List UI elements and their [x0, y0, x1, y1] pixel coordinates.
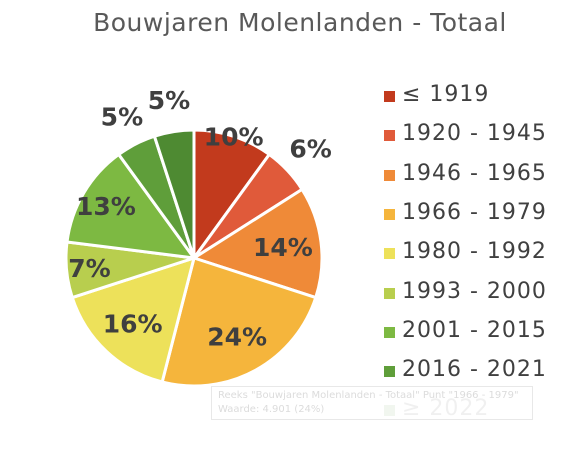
data-label-2001-2015: 13% — [76, 192, 136, 221]
data-label-1980-1992: 16% — [103, 309, 163, 338]
pie-slice-1946-1965[interactable] — [190, 187, 324, 300]
legend-item-1946-1965[interactable]: 1946 - 1965 — [384, 161, 559, 191]
pie-slice-1919[interactable] — [192, 128, 272, 263]
legend-label: 2001 - 2015 — [402, 317, 547, 343]
legend-item-1920-1945[interactable]: 1920 - 1945 — [384, 121, 559, 151]
chart-title: Bouwjaren Molenlanden - Totaal — [93, 8, 507, 37]
legend-swatch — [384, 248, 395, 260]
tooltip-line-1: Reeks "Bouwjaren Molenlanden - Totaal" P… — [218, 390, 519, 401]
legend-item-1980-1992[interactable]: 1980 - 1992 — [384, 239, 559, 269]
tooltip: Reeks "Bouwjaren Molenlanden - Totaal" P… — [211, 386, 533, 420]
pie-slice-2001-2015[interactable] — [65, 152, 198, 260]
legend-label: 2016 - 2021 — [402, 357, 547, 383]
legend-item-2001-2015[interactable]: 2001 - 2015 — [384, 318, 559, 348]
legend-label: ≤ 1919 — [402, 82, 490, 107]
legend-swatch — [384, 91, 395, 102]
legend-label: 1980 - 1992 — [402, 239, 547, 265]
pie-slice-2022[interactable] — [152, 128, 196, 259]
legend-swatch — [384, 169, 395, 181]
data-label-1946-1965: 14% — [253, 233, 313, 262]
pie-slice-1966-1979[interactable] — [160, 256, 318, 388]
legend-swatch — [384, 208, 395, 220]
legend-label: 1966 - 1979 — [402, 199, 547, 225]
legend-label: 1946 - 1965 — [402, 160, 547, 186]
legend-item-1993-2000[interactable]: 1993 - 2000 — [384, 279, 559, 309]
data-label-1919: 10% — [204, 122, 264, 151]
legend-label: 1993 - 2000 — [402, 278, 547, 304]
legend-swatch — [384, 366, 395, 378]
legend-swatch — [384, 130, 395, 142]
legend-item-1966-1979[interactable]: 1966 - 1979 — [384, 200, 559, 230]
legend-swatch — [384, 326, 395, 338]
tooltip-line-2: Waarde: 4.901 (24%) — [218, 404, 325, 415]
data-label-2016-2021: 5% — [101, 103, 143, 132]
legend-item-2016-2021[interactable]: 2016 - 2021 — [384, 357, 559, 387]
legend-swatch — [384, 287, 395, 299]
legend-item-1919[interactable]: ≤ 1919 — [384, 82, 559, 112]
legend-label: 1920 - 1945 — [402, 121, 547, 147]
data-label-1966-1979: 24% — [207, 323, 267, 352]
data-label-1993-2000: 7% — [68, 254, 110, 283]
data-label-1920-1945: 6% — [289, 135, 331, 164]
data-label-2022: 5% — [148, 86, 190, 115]
